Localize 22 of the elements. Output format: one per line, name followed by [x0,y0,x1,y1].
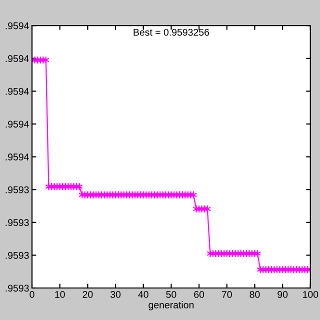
y-tick-label: .9594 [6,22,29,30]
x-tick-label: 90 [278,291,288,298]
x-tick-label: 80 [250,291,260,298]
x-tick-label: 40 [138,291,148,298]
y-tick-label: .9594 [6,154,29,160]
y-tick-label: .9594 [6,88,29,95]
y-tick-label: .9594 [6,120,29,128]
y-tick-label: .9593 [6,284,29,292]
x-tick-label: 0 [30,291,34,298]
y-tick-label: .9593 [6,186,29,194]
x-tick-label: 10 [55,291,65,298]
y-tick-label: .9594 [6,55,29,62]
y-tick-label: .9593 [6,252,29,259]
x-tick-label: 70 [222,291,232,298]
x-axis-title: generation [148,301,194,310]
x-tick-label: 50 [166,291,176,298]
x-tick-label: 30 [110,291,121,298]
x-tick-label: 100 [303,291,318,298]
y-tick-label: .9593 [6,219,29,226]
x-tick-label: 60 [194,291,204,298]
x-tick-label: 20 [82,291,93,298]
chart-title: Best = 0.9593256 [134,28,210,36]
